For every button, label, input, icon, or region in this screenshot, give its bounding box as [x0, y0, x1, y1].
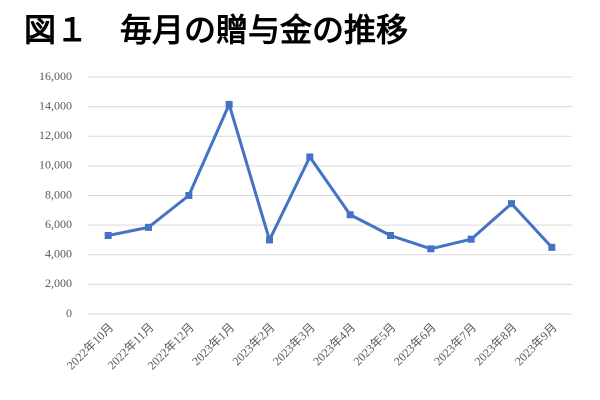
y-tick-label: 14,000	[39, 98, 72, 112]
x-tick-label: 2023年6月	[391, 320, 439, 368]
data-line	[107, 102, 553, 251]
x-tick-label: 2023年1月	[189, 320, 237, 368]
data-point	[306, 153, 314, 161]
x-tick-label: 2023年7月	[431, 320, 479, 368]
y-tick-label: 8,000	[45, 187, 72, 201]
data-point	[508, 200, 515, 208]
data-point	[145, 223, 152, 231]
x-tick-label: 2023年5月	[350, 320, 398, 368]
data-point	[427, 245, 435, 253]
x-tick-label: 2023年8月	[471, 320, 519, 368]
y-tick-label: 6,000	[45, 217, 72, 231]
data-point	[266, 236, 273, 244]
y-tick-label: 12,000	[39, 128, 72, 142]
y-tick-label: 0	[66, 306, 72, 320]
x-tick-label: 2023年9月	[512, 320, 560, 368]
data-point	[387, 231, 394, 239]
x-tick-label: 2023年3月	[270, 320, 318, 368]
y-tick-label: 2,000	[45, 276, 72, 290]
data-point	[185, 192, 193, 199]
chart-title: 図１ 毎月の贈与金の推移	[24, 11, 408, 49]
data-point	[467, 235, 475, 243]
x-tick-label: 2023年2月	[229, 320, 277, 368]
data-point	[104, 231, 112, 239]
y-tick-label: 4,000	[45, 247, 72, 261]
y-tick-label: 16,000	[39, 69, 72, 83]
y-tick-label: 10,000	[39, 158, 72, 172]
data-point	[225, 100, 233, 108]
data-point	[548, 243, 556, 251]
x-tick-label: 2023年4月	[310, 320, 358, 368]
data-point	[346, 211, 354, 219]
